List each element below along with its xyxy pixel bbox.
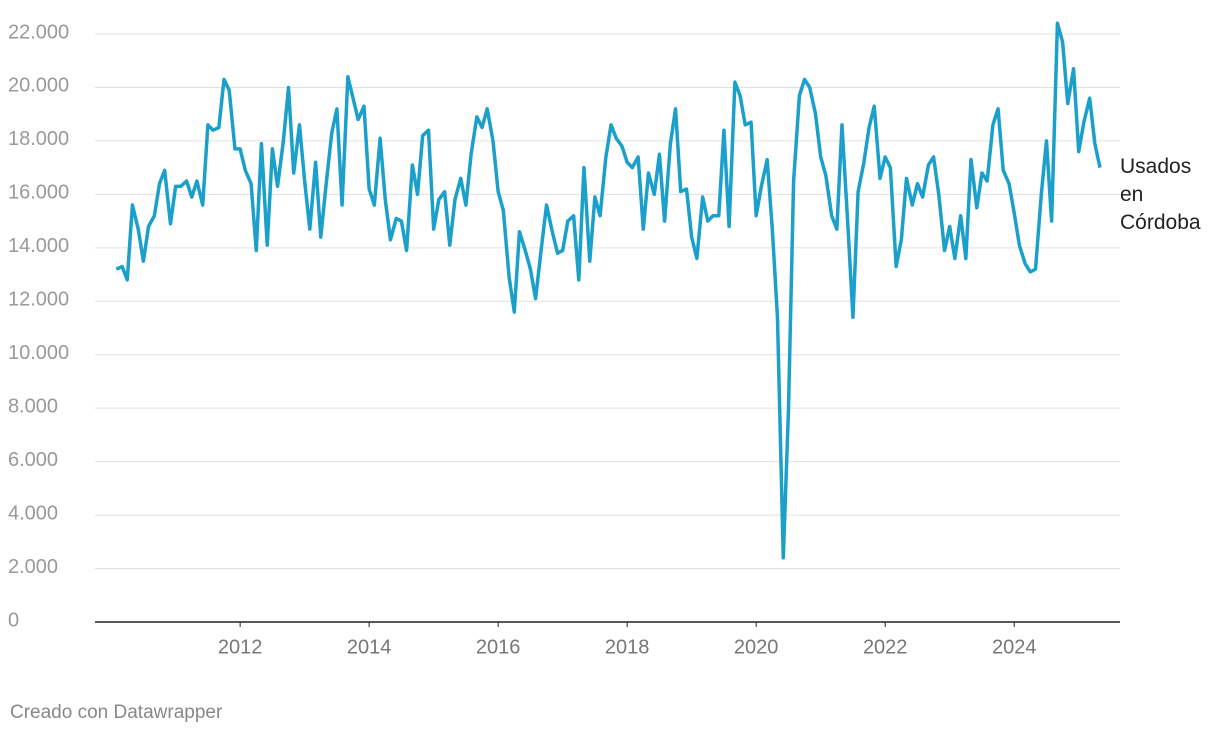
y-tick-label: 10.000 xyxy=(8,342,69,364)
y-tick-label: 8.000 xyxy=(8,395,58,417)
x-tick-label: 2014 xyxy=(347,636,392,658)
x-tick-label: 2020 xyxy=(734,636,779,658)
y-tick-label: 0 xyxy=(8,609,19,631)
series-line xyxy=(115,21,1102,560)
footer: Creado con Datawrapper xyxy=(10,702,223,723)
x-tick-label: 2012 xyxy=(218,636,263,658)
y-tick-label: 20.000 xyxy=(8,75,69,97)
y-tick-label: 2.000 xyxy=(8,556,58,578)
y-tick-label: 16.000 xyxy=(8,182,69,204)
x-tick-label: 2016 xyxy=(476,636,521,658)
y-tick-label: 22.000 xyxy=(8,21,69,43)
x-tick-label: 2018 xyxy=(605,636,650,658)
x-tick-label: 2022 xyxy=(863,636,908,658)
y-tick-label: 6.000 xyxy=(8,449,58,471)
y-tick-label: 12.000 xyxy=(8,289,69,311)
y-tick-label: 18.000 xyxy=(8,128,69,150)
series-label: Usados en Córdoba xyxy=(1120,155,1201,234)
x-tick-label: 2024 xyxy=(992,636,1037,658)
y-tick-label: 14.000 xyxy=(8,235,69,257)
y-tick-label: 4.000 xyxy=(8,502,58,524)
